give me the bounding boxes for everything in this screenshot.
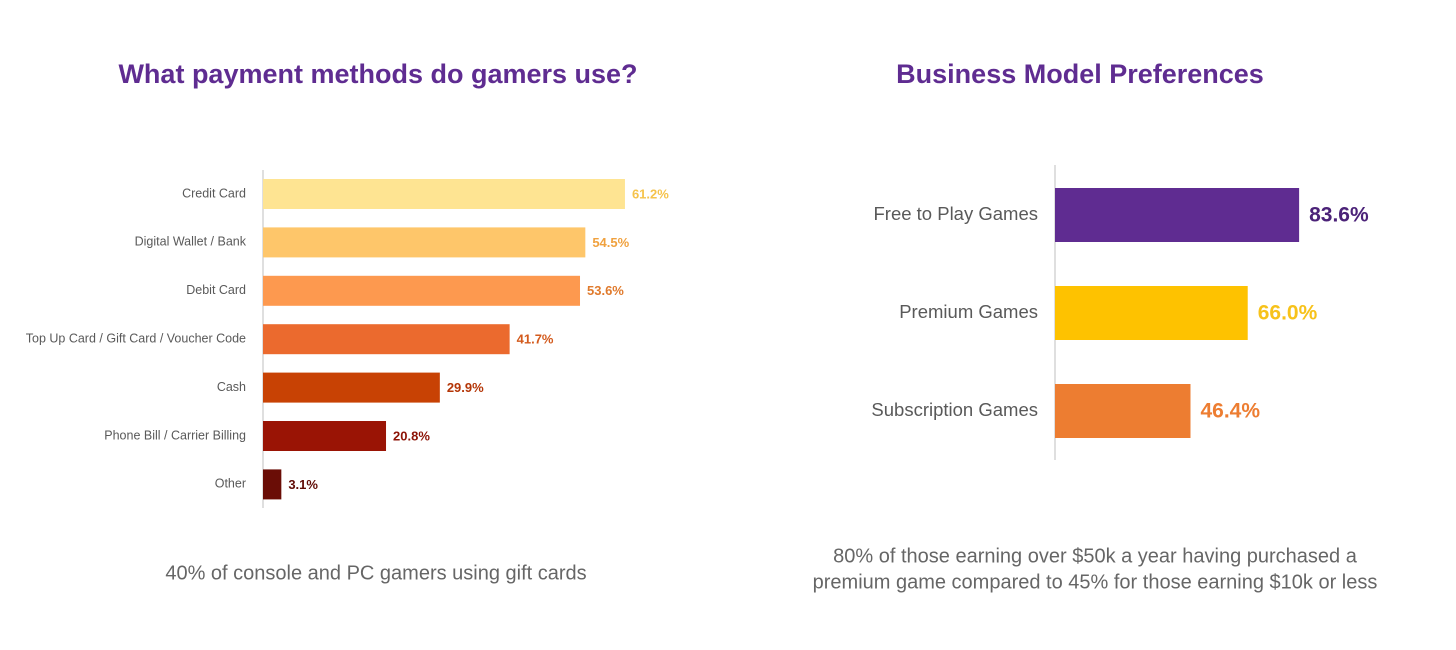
value-label: 29.9%	[447, 380, 484, 395]
value-label: 53.6%	[587, 283, 624, 298]
caption: 80% of those earning over $50k a year ha…	[833, 545, 1358, 567]
bar	[263, 372, 440, 403]
category-label: Subscription Games	[871, 399, 1038, 420]
value-label: 66.0%	[1258, 302, 1318, 325]
bar	[1055, 188, 1300, 242]
bar	[263, 227, 586, 258]
bar	[263, 469, 282, 500]
category-label: Premium Games	[899, 301, 1038, 322]
value-label: 54.5%	[592, 235, 629, 250]
bar	[263, 421, 387, 451]
bar	[263, 324, 510, 355]
value-label: 61.2%	[632, 186, 669, 201]
value-label: 46.4%	[1200, 400, 1260, 423]
category-label: Debit Card	[186, 283, 246, 297]
category-label: Credit Card	[182, 186, 246, 200]
category-label: Digital Wallet / Bank	[135, 235, 247, 249]
value-label: 20.8%	[393, 428, 430, 443]
value-label: 41.7%	[517, 332, 554, 347]
bar	[1055, 286, 1248, 340]
bar	[1055, 384, 1191, 438]
value-label: 3.1%	[288, 477, 318, 492]
bar	[263, 275, 581, 306]
bar	[263, 179, 625, 209]
category-label: Top Up Card / Gift Card / Voucher Code	[26, 331, 246, 345]
category-label: Phone Bill / Carrier Billing	[104, 428, 246, 442]
caption: 40% of console and PC gamers using gift …	[165, 562, 586, 584]
caption: premium game compared to 45% for those e…	[813, 571, 1378, 593]
category-label: Other	[215, 477, 246, 491]
value-label: 83.6%	[1309, 204, 1369, 227]
category-label: Free to Play Games	[873, 203, 1038, 224]
chart-title: What payment methods do gamers use?	[118, 59, 637, 89]
category-label: Cash	[217, 380, 246, 394]
chart-title: Business Model Preferences	[896, 59, 1264, 89]
